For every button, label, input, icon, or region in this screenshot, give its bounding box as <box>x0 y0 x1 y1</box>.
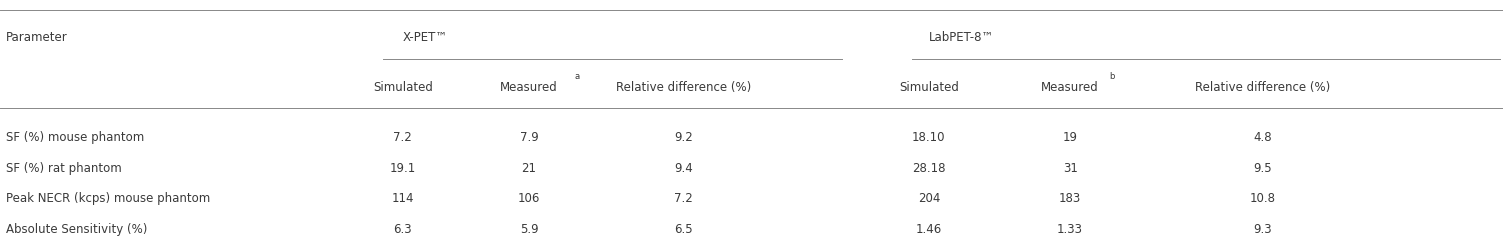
Text: 18.10: 18.10 <box>912 131 945 144</box>
Text: 6.3: 6.3 <box>394 223 412 236</box>
Text: 7.2: 7.2 <box>675 192 693 205</box>
Text: 31: 31 <box>1063 162 1078 175</box>
Text: 183: 183 <box>1060 192 1081 205</box>
Text: Simulated: Simulated <box>899 81 959 94</box>
Text: SF (%) rat phantom: SF (%) rat phantom <box>6 162 122 175</box>
Text: 114: 114 <box>392 192 413 205</box>
Text: 19: 19 <box>1063 131 1078 144</box>
Text: Relative difference (%): Relative difference (%) <box>616 81 752 94</box>
Text: 4.8: 4.8 <box>1254 131 1272 144</box>
Text: Measured: Measured <box>500 81 558 94</box>
Text: a: a <box>574 72 579 81</box>
Text: 7.2: 7.2 <box>394 131 412 144</box>
Text: 10.8: 10.8 <box>1249 192 1276 205</box>
Text: 9.2: 9.2 <box>675 131 693 144</box>
Text: 9.3: 9.3 <box>1254 223 1272 236</box>
Text: 21: 21 <box>522 162 537 175</box>
Text: 1.46: 1.46 <box>915 223 942 236</box>
Text: Absolute Sensitivity (%): Absolute Sensitivity (%) <box>6 223 147 236</box>
Text: Parameter: Parameter <box>6 31 68 44</box>
Text: LabPET-8™: LabPET-8™ <box>929 31 993 44</box>
Text: 6.5: 6.5 <box>675 223 693 236</box>
Text: SF (%) mouse phantom: SF (%) mouse phantom <box>6 131 144 144</box>
Text: 28.18: 28.18 <box>912 162 945 175</box>
Text: 106: 106 <box>519 192 540 205</box>
Text: 5.9: 5.9 <box>520 223 538 236</box>
Text: 9.5: 9.5 <box>1254 162 1272 175</box>
Text: 9.4: 9.4 <box>675 162 693 175</box>
Text: b: b <box>1109 72 1115 81</box>
Text: 7.9: 7.9 <box>520 131 538 144</box>
Text: X-PET™: X-PET™ <box>403 31 448 44</box>
Text: Measured: Measured <box>1042 81 1099 94</box>
Text: Relative difference (%): Relative difference (%) <box>1195 81 1330 94</box>
Text: 204: 204 <box>918 192 939 205</box>
Text: Peak NECR (kcps) mouse phantom: Peak NECR (kcps) mouse phantom <box>6 192 210 205</box>
Text: Simulated: Simulated <box>373 81 433 94</box>
Text: 19.1: 19.1 <box>389 162 416 175</box>
Text: 1.33: 1.33 <box>1057 223 1084 236</box>
